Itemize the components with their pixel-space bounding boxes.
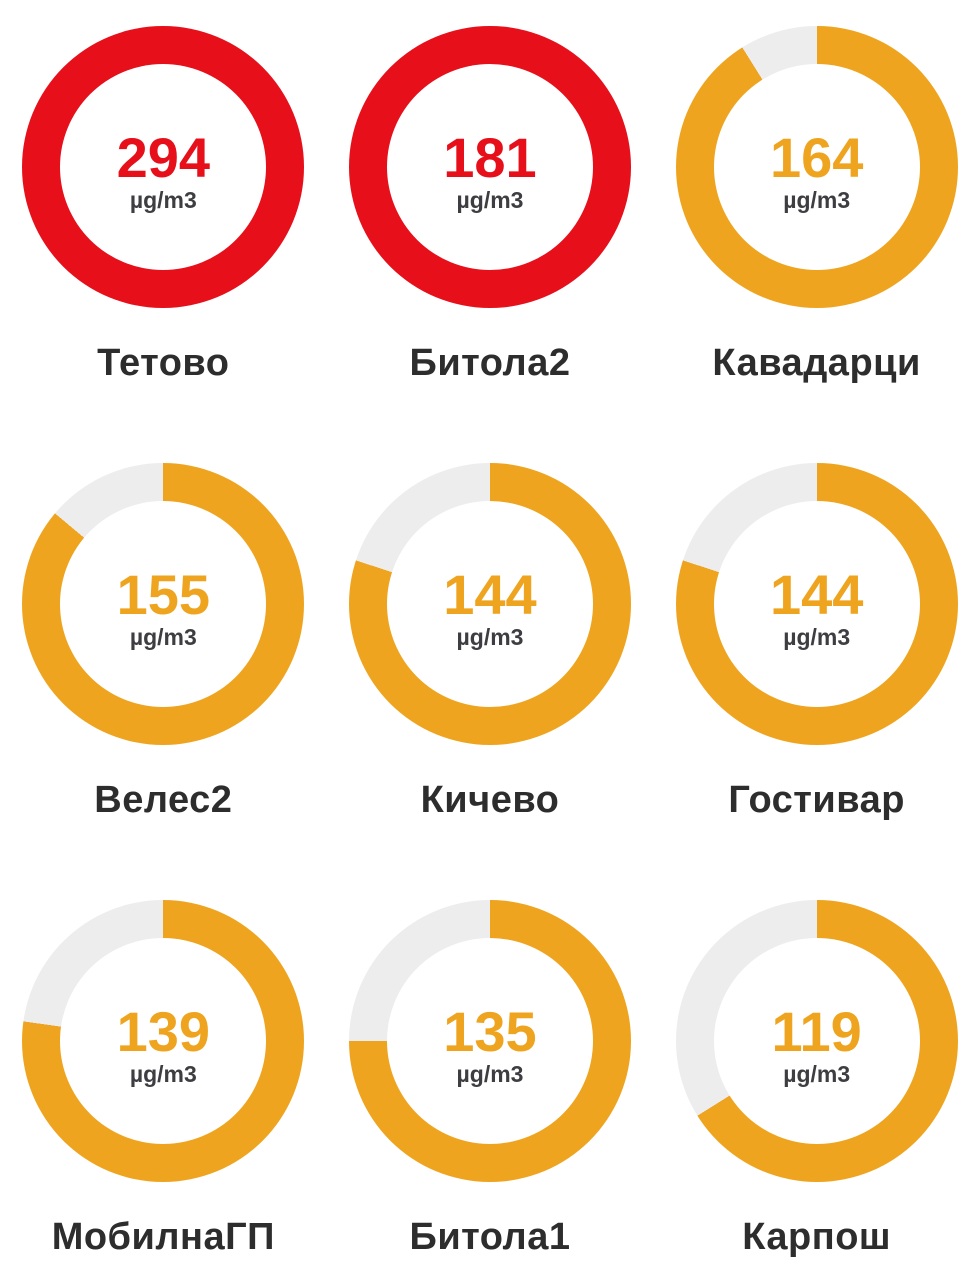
station-card[interactable]: 155 µg/m3 Велес2 xyxy=(0,463,327,900)
gauge-value: 144 xyxy=(443,563,537,627)
station-label: Битола2 xyxy=(409,342,571,384)
gauge-value: 119 xyxy=(771,1000,862,1064)
station-card[interactable]: 164 µg/m3 Кавадарци xyxy=(653,26,980,463)
gauge-unit: µg/m3 xyxy=(783,1061,851,1088)
station-card[interactable]: 294 µg/m3 Тетово xyxy=(0,26,327,463)
gauge-ring: 155 µg/m3 xyxy=(22,463,305,745)
gauge-reading: 139 µg/m3 xyxy=(116,994,211,1088)
gauge-reading: 144 µg/m3 xyxy=(443,557,537,651)
station-label: Велес2 xyxy=(94,779,233,821)
gauge-reading: 119 µg/m3 xyxy=(771,994,862,1088)
gauge-unit: µg/m3 xyxy=(129,1061,197,1088)
gauge-unit: µg/m3 xyxy=(129,624,197,651)
gauge-reading: 181 µg/m3 xyxy=(443,120,537,214)
gauge-value: 135 xyxy=(443,1000,537,1064)
gauge-unit: µg/m3 xyxy=(783,187,851,214)
gauge-unit: µg/m3 xyxy=(456,1061,524,1088)
station-label: МобилнаГП xyxy=(51,1216,275,1258)
gauge-value: 155 xyxy=(116,563,211,627)
gauge-ring: 144 µg/m3 xyxy=(675,463,958,745)
station-card[interactable]: 135 µg/m3 Битола1 xyxy=(327,900,654,1275)
gauge-value: 181 xyxy=(443,126,537,190)
gauge-ring: 139 µg/m3 xyxy=(22,900,305,1182)
station-card[interactable]: 144 µg/m3 Кичево xyxy=(327,463,654,900)
gauge-reading: 144 µg/m3 xyxy=(769,557,864,651)
gauge-unit: µg/m3 xyxy=(129,187,197,214)
gauge-ring: 164 µg/m3 xyxy=(675,26,958,308)
station-label: Битола1 xyxy=(409,1216,571,1258)
gauge-unit: µg/m3 xyxy=(456,624,524,651)
station-card[interactable]: 144 µg/m3 Гостивар xyxy=(653,463,980,900)
gauge-ring: 135 µg/m3 xyxy=(348,900,631,1182)
gauge-ring: 119 µg/m3 xyxy=(675,900,958,1182)
station-label: Кичево xyxy=(420,779,560,821)
gauge-reading: 155 µg/m3 xyxy=(116,557,211,651)
gauge-reading: 164 µg/m3 xyxy=(769,120,864,214)
gauge-ring: 181 µg/m3 xyxy=(348,26,631,308)
gauge-value: 294 xyxy=(116,126,211,190)
gauge-value: 164 xyxy=(769,126,864,190)
station-label: Гостивар xyxy=(728,779,905,821)
station-label: Кавадарци xyxy=(712,342,921,384)
gauge-value: 144 xyxy=(769,563,864,627)
gauge-ring: 294 µg/m3 xyxy=(22,26,305,308)
gauge-ring: 144 µg/m3 xyxy=(348,463,631,745)
station-card[interactable]: 119 µg/m3 Карпош xyxy=(653,900,980,1275)
station-label: Тетово xyxy=(97,342,230,384)
station-card[interactable]: 181 µg/m3 Битола2 xyxy=(327,26,654,463)
gauge-reading: 135 µg/m3 xyxy=(443,994,537,1088)
gauge-reading: 294 µg/m3 xyxy=(116,120,211,214)
gauge-unit: µg/m3 xyxy=(456,187,524,214)
station-card[interactable]: 139 µg/m3 МобилнаГП xyxy=(0,900,327,1275)
gauge-value: 139 xyxy=(116,1000,211,1064)
station-label: Карпош xyxy=(742,1216,892,1258)
gauge-unit: µg/m3 xyxy=(783,624,851,651)
